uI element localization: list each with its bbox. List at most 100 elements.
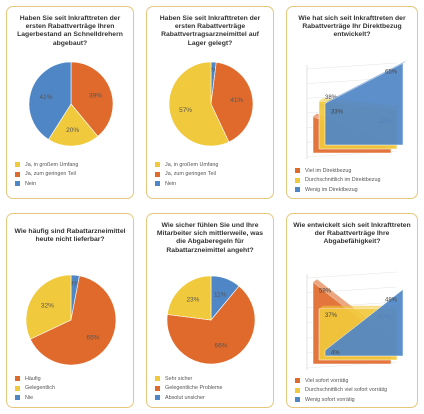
legend-item-sehr-sicher: Sehr sicher [155, 374, 223, 384]
legend-label: Ja, zum geringen Teil [165, 171, 216, 178]
legend-swatch [155, 162, 160, 168]
legend-swatch [295, 387, 300, 393]
legend-swatch [155, 376, 160, 382]
chart-card-direktbezug: Wie hat sich seit Inkrafttreten der Raba… [286, 6, 418, 199]
legend-item-wenig-sofort-vorraetig: Wenig sofort vorrätig [295, 395, 387, 405]
pie-chart: 3% 65% 32% [25, 274, 117, 366]
legend-label: Nein [165, 180, 177, 187]
chart-title: Wie entwickelt sich seit Inkrafttreten d… [293, 222, 411, 246]
chart-card-abgabefaehigkeit: Wie entwickelt sich seit Inkrafttreten d… [286, 213, 418, 408]
data-label-wenig-im-direktbezug: 33% [331, 110, 344, 116]
chart-legend: Ja, in großem Umfang Ja, zum geringen Tei… [15, 160, 78, 189]
legend-label: Ja, in großem Umfang [25, 161, 79, 168]
pie-chart: 2% 41% 57% [168, 61, 254, 147]
pie-slice-ja-zum-geringen-teil [70, 61, 114, 137]
legend-label: Wenig sofort vorrätig [305, 396, 355, 403]
legend-label: Nie [25, 394, 34, 401]
legend-item-ja-zum-geringen-teil: Ja, zum geringen Teil [15, 170, 78, 180]
chart-card-lieferbarkeit: Wie häufig sind Rabattarzneimittel heute… [6, 213, 134, 408]
data-label-wenig-sofort-vorraetig: 48% [385, 298, 398, 304]
chart-legend: Sehr sicher Gelegentliche Probleme Absolut… [155, 374, 223, 403]
data-label-viel-sofort-vorraetig: 59% [319, 288, 332, 294]
pie-slice-gelegentliche-probleme [166, 285, 256, 365]
pie-chart: 39% 20% 41% [28, 61, 114, 147]
chart-card-rabattarzneimittel-lager: Haben Sie seit Inkrafttreten der ersten … [146, 6, 274, 199]
slice-label-absolut-unsicher: 11% [214, 292, 227, 299]
pie-slice-nein [28, 61, 72, 140]
legend-swatch [155, 171, 160, 177]
slice-label-nein: 41% [39, 94, 52, 101]
legend-label: Häufig [25, 375, 41, 382]
chart-card-abgaberegeln: Wie sicher fühlen Sie und Ihre Mitarbeit… [146, 213, 274, 408]
chart-title: Wie sicher fühlen Sie und Ihre Mitarbeit… [156, 222, 264, 254]
legend-item-absolut-unsicher: Absolut unsicher [155, 393, 223, 403]
legend-label: Viel sofort vorrätig [305, 377, 349, 384]
legend-item-viel-sofort-vorraetig: Viel sofort vorrätig [295, 376, 387, 386]
chart-legend: Häufig Gelegentlich Nie [15, 374, 55, 403]
bar-chart: 59%15%37%37%4%48% [306, 271, 407, 370]
legend-item-gelegentliche-probleme: Gelegentliche Probleme [155, 384, 223, 394]
legend-item-haeufig: Häufig [15, 374, 55, 384]
chart-title: Wie hat sich seit Inkrafttreten der Raba… [298, 15, 406, 39]
slice-label-gelegentliche-probleme: 66% [215, 343, 228, 350]
slice-label-ja-zum-geringen-teil: 41% [230, 97, 243, 104]
chart-legend: Viel im Direktbezug Durchschnittlich im D… [295, 166, 381, 195]
slice-label-ja-zum-geringen-teil: 39% [89, 92, 102, 99]
data-label-durchschnittlich-im-direktbezug: 38% [325, 95, 338, 101]
legend-item-nein: Nein [15, 179, 78, 189]
legend-label: Ja, zum geringen Teil [25, 171, 76, 178]
legend-swatch [155, 181, 160, 187]
legend-item-nie: Nie [15, 393, 55, 403]
grid-line [306, 271, 398, 279]
data-label-wenig-im-direktbezug: 65% [385, 69, 398, 75]
legend-item-ja-zum-geringen-teil: Ja, zum geringen Teil [155, 170, 218, 180]
legend-item-viel-im-direktbezug: Viel im Direktbezug [295, 166, 381, 176]
legend-item-durchschnittlich-viel-sofort-vorraetig: Durchschnittlich viel sofort vorrätig [295, 386, 387, 396]
chart-legend: Viel sofort vorrätig Durchschnittlich vie… [295, 376, 387, 405]
legend-swatch [15, 181, 20, 187]
legend-swatch [15, 162, 20, 168]
legend-label: Absolut unsicher [165, 394, 205, 401]
slice-label-nie: 3% [70, 280, 80, 287]
data-label-durchschnittlich-viel-sofort-vorraetig: 37% [325, 313, 338, 319]
legend-item-durchschnittlich-im-direktbezug: Durchschnittlich im Direktbezug [295, 176, 381, 186]
pie-slice-ja-zum-geringen-teil [210, 61, 254, 143]
legend-swatch [15, 376, 20, 382]
pie-slice-sehr-sicher [167, 275, 212, 321]
legend-swatch [15, 171, 20, 177]
pie-slice-ja-in-grossem-umfang [168, 61, 230, 147]
legend-label: Wenig im Direktbezug [305, 186, 358, 193]
pie-chart: 11% 66% 23% [166, 275, 256, 365]
legend-item-wenig-im-direktbezug: Wenig im Direktbezug [295, 185, 381, 195]
legend-label: Gelegentliche Probleme [165, 385, 223, 392]
legend-swatch [15, 395, 20, 401]
legend-label: Sehr sicher [165, 375, 193, 382]
legend-item-ja-in-grossem-umfang: Ja, in großem Umfang [15, 160, 78, 170]
slice-label-ja-in-grossem-umfang: 57% [179, 107, 192, 114]
chart-title: Haben Sie seit Inkrafttreten der ersten … [159, 15, 261, 47]
legend-swatch [295, 168, 300, 174]
legend-swatch [155, 395, 160, 401]
chart-card-lagerbestand: Haben Sie seit Inkrafttreten der ersten … [6, 6, 134, 199]
legend-label: Durchschnittlich im Direktbezug [305, 177, 381, 184]
slice-label-sehr-sicher: 23% [186, 297, 199, 304]
slice-label-ja-in-grossem-umfang: 20% [66, 127, 79, 134]
bar-chart: 29%3%38%32%33%65% [306, 60, 407, 159]
pie-slice-haeufig [29, 275, 117, 366]
legend-item-ja-in-grossem-umfang: Ja, in großem Umfang [155, 160, 218, 170]
legend-swatch [295, 378, 300, 384]
chart-title: Haben Sie seit Inkrafttreten der ersten … [17, 15, 123, 47]
pie-slice-ja-in-grossem-umfang [48, 103, 99, 147]
grid-line [306, 62, 398, 70]
ribbon-top-wenig-sofort-vorraetig [325, 286, 407, 351]
chart-title: Wie häufig sind Rabattarzneimittel heute… [14, 228, 126, 244]
legend-swatch [15, 385, 20, 391]
legend-item-nein: Nein [155, 179, 218, 189]
legend-label: Gelegentlich [25, 385, 55, 392]
ribbon-wenig-im-direktbezug [324, 62, 404, 146]
ribbon-top-wenig-im-direktbezug [325, 60, 407, 104]
legend-swatch [155, 385, 160, 391]
chart-legend: Ja, in großem Umfang Ja, zum geringen Tei… [155, 160, 218, 189]
legend-label: Ja, in großem Umfang [165, 161, 219, 168]
pie-slice-gelegentlich [25, 274, 72, 340]
